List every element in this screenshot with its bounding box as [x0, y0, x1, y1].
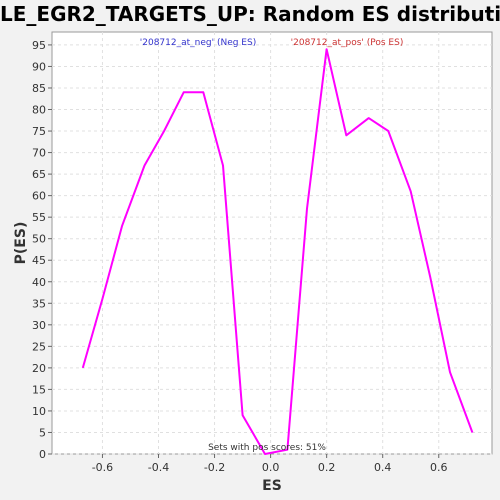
y-tick-label: 5 — [39, 426, 46, 439]
legend-entry-neg: '208712_at_neg' (Neg ES) — [140, 38, 256, 48]
x-tick-label: 0.4 — [374, 461, 392, 474]
y-tick-label: 90 — [32, 60, 46, 73]
y-tick-label: 15 — [32, 383, 46, 396]
annotation: Sets with pos scores: 51% — [208, 443, 326, 453]
y-tick-label: 25 — [32, 340, 46, 353]
y-tick-label: 0 — [39, 448, 46, 461]
y-axis: 0 5 10 15 20 25 30 35 40 45 50 55 60 65 70 75 80 85 90 95 — [32, 39, 52, 461]
y-tick-label: 70 — [32, 147, 46, 160]
x-tick-label: -0.4 — [148, 461, 169, 474]
y-tick-label: 40 — [32, 276, 46, 289]
legend-entry-pos: '208712_at_pos' (Pos ES) — [291, 38, 404, 48]
y-axis-title: P(ES) — [13, 222, 29, 265]
x-tick-label: -0.2 — [204, 461, 225, 474]
y-tick-label: 80 — [32, 104, 46, 117]
x-tick-label: 0.0 — [262, 461, 280, 474]
x-tick-label: 0.2 — [318, 461, 336, 474]
x-axis: -0.6 -0.4 -0.2 0.0 0.2 0.4 0.6 — [92, 454, 448, 474]
y-tick-label: 10 — [32, 405, 46, 418]
y-tick-label: 95 — [32, 39, 46, 52]
x-axis-title: ES — [262, 478, 282, 494]
y-tick-label: 45 — [32, 254, 46, 267]
y-tick-label: 30 — [32, 319, 46, 332]
y-tick-label: 35 — [32, 297, 46, 310]
y-tick-label: 55 — [32, 211, 46, 224]
x-tick-label: 0.6 — [430, 461, 448, 474]
y-tick-label: 50 — [32, 233, 46, 246]
y-tick-label: 20 — [32, 362, 46, 375]
y-tick-label: 85 — [32, 82, 46, 95]
y-tick-label: 65 — [32, 168, 46, 181]
y-tick-label: 60 — [32, 190, 46, 203]
y-tick-label: 75 — [32, 125, 46, 138]
x-tick-label: -0.6 — [92, 461, 113, 474]
